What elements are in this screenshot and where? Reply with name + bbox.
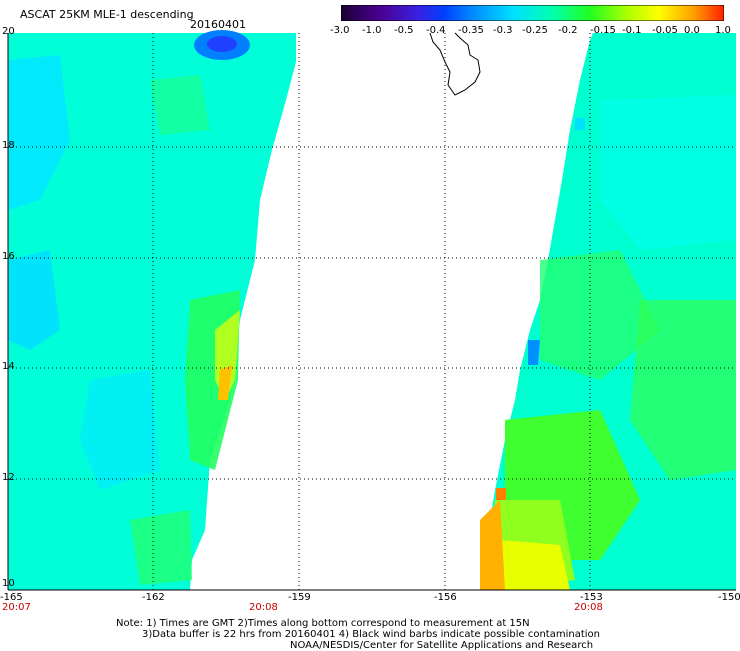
- colorbar-label: -0.15: [590, 25, 616, 36]
- colorbar-label: -0.25: [522, 25, 548, 36]
- colorbar-label: -0.4: [426, 25, 446, 36]
- lat-label: 12: [2, 472, 15, 483]
- hawaii-coastline: [429, 32, 481, 96]
- colorbar-label: -0.35: [458, 25, 484, 36]
- lat-label: 14: [2, 361, 15, 372]
- map-title: ASCAT 25KM MLE-1 descending: [20, 8, 194, 21]
- lat-label: 10: [2, 578, 15, 589]
- lon-label: -150: [718, 592, 740, 603]
- lon-label: -162: [142, 592, 165, 603]
- map-date: 20160401: [190, 18, 246, 31]
- footer-note-2: 3)Data buffer is 22 hrs from 20160401 4)…: [142, 629, 600, 640]
- lon-label: -159: [288, 592, 311, 603]
- colorbar-labels: -3.0 -1.0 -0.5 -0.4 -0.35 -0.3 -0.25 -0.…: [330, 25, 740, 37]
- colorbar-label: 0.0: [684, 25, 700, 36]
- colorbar-label: -3.0: [330, 25, 350, 36]
- footer-note-1: Note: 1) Times are GMT 2)Times along bot…: [116, 618, 530, 629]
- lat-label: 18: [2, 140, 15, 151]
- colorbar-label: 1.0: [715, 25, 731, 36]
- lon-label: -165: [0, 592, 23, 603]
- swath-left: [8, 30, 296, 590]
- footer-credit: NOAA/NESDIS/Center for Satellite Applica…: [290, 640, 594, 651]
- lat-label: 20: [2, 26, 15, 37]
- colorbar-label: -0.1: [622, 25, 642, 36]
- time-label: 20:08: [249, 602, 278, 613]
- lon-label: -156: [434, 592, 457, 603]
- grid: [8, 33, 736, 590]
- colorbar-label: -1.0: [362, 25, 382, 36]
- colorbar-label: -0.2: [558, 25, 578, 36]
- colorbar-label: -0.05: [652, 25, 678, 36]
- colorbar-label: -0.3: [493, 25, 513, 36]
- colorbar-label: -0.5: [394, 25, 414, 36]
- time-label: 20:08: [574, 602, 603, 613]
- lon-label: -153: [580, 592, 603, 603]
- time-label: 20:07: [2, 602, 31, 613]
- lat-label: 16: [2, 251, 15, 262]
- swath-right: [480, 33, 736, 590]
